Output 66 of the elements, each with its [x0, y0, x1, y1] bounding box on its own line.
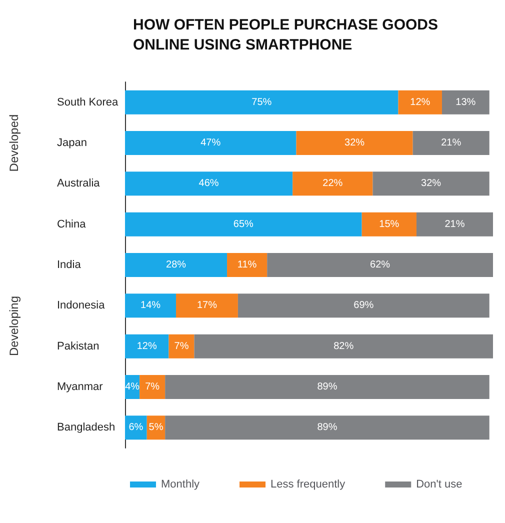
data-label: 17%	[196, 300, 218, 312]
bar	[227, 253, 268, 277]
data-label: 14%	[140, 300, 161, 312]
bar	[372, 172, 490, 196]
data-label: 22%	[322, 178, 343, 190]
y-tick-label: Bangladesh	[57, 422, 116, 434]
bar	[267, 253, 493, 277]
y-tick-label: China	[57, 218, 87, 230]
data-label: 5%	[148, 422, 164, 434]
data-label: 21%	[441, 138, 462, 148]
bar	[194, 334, 493, 358]
bar	[238, 294, 490, 318]
bar	[140, 375, 166, 399]
bar	[125, 294, 176, 318]
bar	[125, 131, 296, 155]
data-label: 13%	[456, 96, 476, 108]
legend-label: Monthly	[161, 478, 200, 490]
data-label: 7%	[145, 382, 160, 392]
bar	[168, 334, 194, 358]
data-label: 47%	[200, 138, 221, 148]
data-label: 7%	[174, 340, 189, 352]
data-label: 32%	[421, 178, 442, 190]
data-label: 12%	[136, 340, 157, 352]
bar	[125, 253, 228, 277]
bar	[442, 90, 490, 114]
data-label: 46%	[198, 178, 219, 190]
chart-title: HOW OFTEN PEOPLE PURCHASE GOODS ONLINE USING SMARTPHONE	[133, 16, 438, 54]
bar	[125, 212, 362, 236]
y-tick-label: Australia	[57, 178, 101, 190]
y-tick-label: Indonesia	[57, 300, 106, 312]
data-label: 4%	[125, 382, 140, 392]
data-label: 62%	[370, 260, 390, 270]
data-label: 75%	[252, 96, 272, 108]
y-tick-label: Pakistan	[57, 340, 100, 352]
bar	[125, 334, 169, 358]
bar	[125, 172, 293, 196]
text: Developed	[7, 114, 21, 172]
bar	[362, 212, 416, 236]
data-label: 89%	[317, 422, 338, 434]
bar	[165, 375, 490, 399]
y-tick-label: Japan	[57, 137, 87, 149]
data-label: 28%	[166, 260, 186, 270]
data-label: 11%	[237, 260, 257, 270]
y-tick-label: South Korea	[57, 96, 120, 108]
bar	[416, 212, 493, 236]
data-label: 69%	[354, 300, 374, 312]
data-label: 65%	[233, 218, 254, 230]
bar	[398, 90, 442, 114]
bar	[412, 131, 490, 155]
bar	[292, 172, 373, 196]
legend-label: Less frequently	[270, 478, 346, 490]
bar	[125, 90, 398, 114]
y-tick-label: Myanmar	[57, 381, 104, 393]
data-label: 6%	[128, 422, 144, 434]
bar	[296, 131, 413, 155]
text: Developing	[7, 296, 21, 356]
data-label: 12%	[410, 96, 430, 108]
data-label: 32%	[344, 138, 365, 148]
data-label: 21%	[444, 218, 465, 230]
data-label: 15%	[379, 218, 400, 230]
data-label: 89%	[317, 382, 338, 392]
data-label: 82%	[334, 340, 354, 352]
legend-label: Don't use	[416, 478, 462, 490]
y-tick-label: India	[57, 259, 82, 271]
bar	[165, 416, 490, 440]
bar	[176, 294, 238, 318]
